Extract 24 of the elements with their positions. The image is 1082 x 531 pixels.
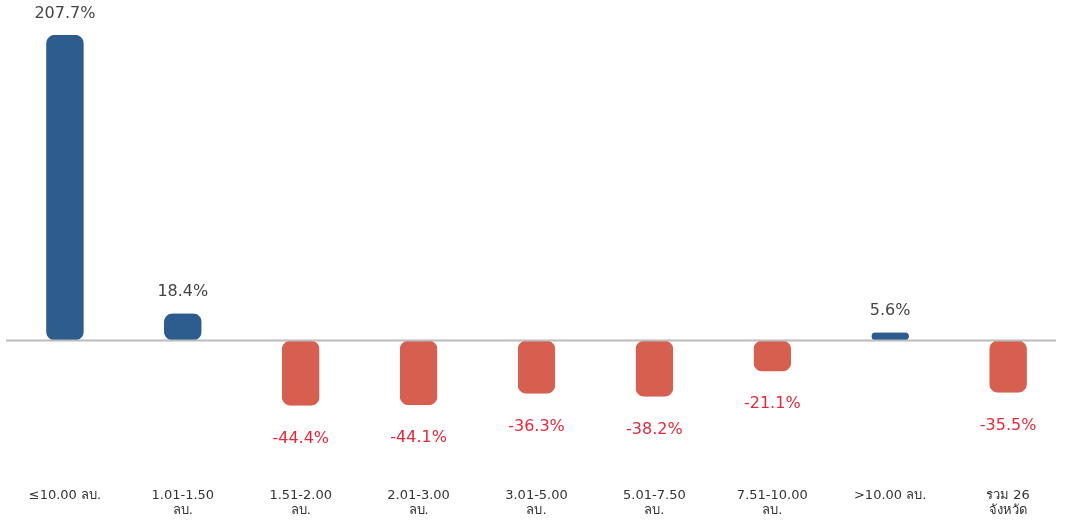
x-tick-label: 5.01-7.50 ลบ. — [623, 486, 686, 517]
bar — [281, 340, 320, 406]
data-label: -36.3% — [508, 415, 565, 435]
x-tick-label: รวม 26 จังหวัด — [986, 486, 1030, 517]
data-label: -38.2% — [626, 418, 683, 438]
x-tick-label: 7.51-10.00 ลบ. — [736, 486, 808, 517]
data-label: 5.6% — [869, 300, 911, 320]
bar — [46, 34, 84, 341]
x-tick-label: >10.00 ลบ. — [853, 486, 927, 502]
x-tick-label: 2.01-3.00 ลบ. — [387, 486, 450, 517]
data-label: 18.4% — [157, 281, 209, 301]
data-label: 207.7% — [34, 2, 96, 22]
data-label: -21.1% — [743, 393, 801, 413]
bar — [517, 340, 556, 394]
x-tick-label: ≤10.00 ลบ. — [28, 486, 102, 502]
bar — [399, 340, 438, 406]
bar — [635, 340, 674, 397]
data-label: -35.5% — [979, 414, 1037, 434]
data-label: -44.4% — [272, 427, 330, 447]
x-tick-label: 3.01-5.00 ลบ. — [505, 486, 568, 517]
bar — [989, 340, 1027, 393]
data-label: -44.1% — [390, 427, 447, 447]
x-tick-label: 1.01-1.50 ลบ. — [151, 486, 215, 517]
x-tick-label: 1.51-2.00 ลบ. — [269, 486, 333, 517]
